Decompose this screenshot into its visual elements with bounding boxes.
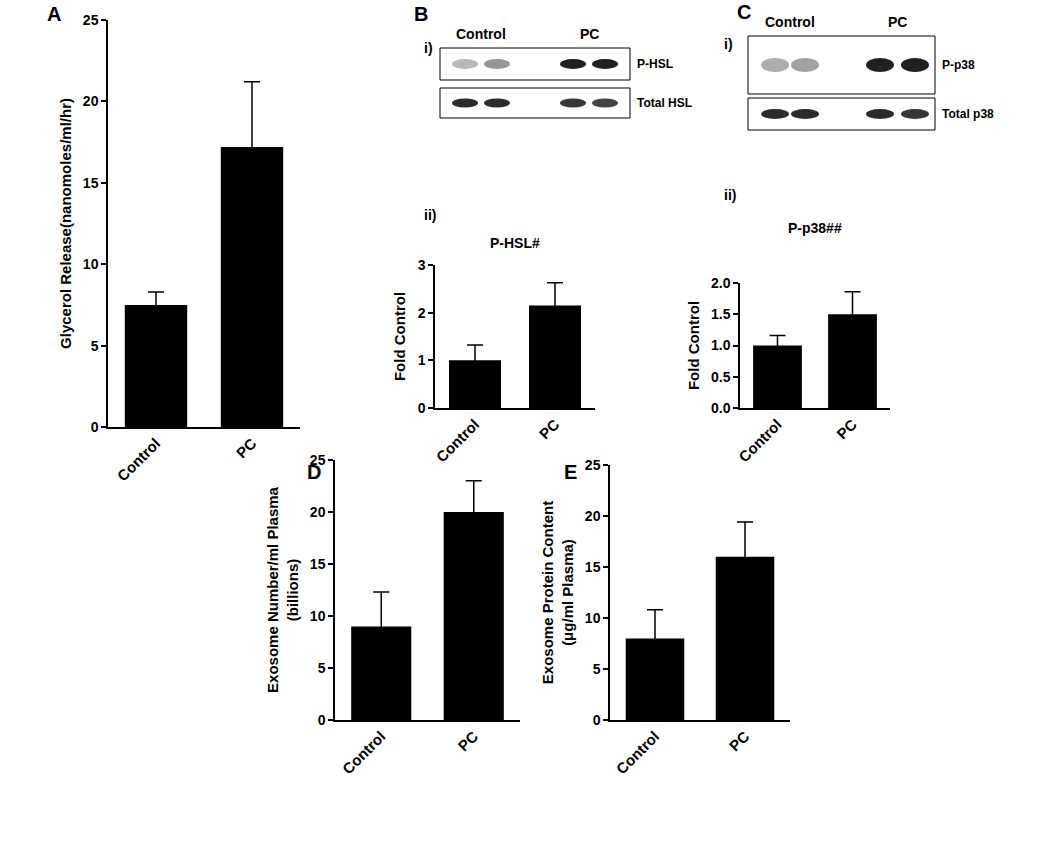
svg-text:3: 3 (418, 257, 426, 273)
svg-text:0.5: 0.5 (711, 369, 731, 385)
svg-text:25: 25 (83, 12, 99, 28)
svg-text:5: 5 (318, 660, 326, 676)
svg-text:1: 1 (418, 352, 426, 368)
svg-text:10: 10 (585, 610, 601, 626)
svg-text:D: D (307, 461, 321, 483)
svg-text:0: 0 (593, 712, 601, 728)
svg-text:Control: Control (114, 435, 164, 485)
svg-text:PC: PC (833, 416, 860, 443)
svg-text:10: 10 (310, 608, 326, 624)
svg-text:0.0: 0.0 (711, 400, 731, 416)
svg-text:5: 5 (91, 338, 99, 354)
svg-text:P-HSL: P-HSL (637, 57, 673, 71)
svg-text:2.0: 2.0 (711, 275, 731, 291)
svg-text:Exosome Number/ml Plasma(billi: Exosome Number/ml Plasma(billions) (264, 486, 301, 693)
svg-text:Control: Control (613, 728, 663, 778)
svg-text:25: 25 (310, 452, 326, 468)
svg-text:2: 2 (418, 305, 426, 321)
svg-text:0: 0 (418, 400, 426, 416)
svg-text:B: B (414, 3, 428, 25)
svg-text:25: 25 (585, 457, 601, 473)
svg-text:Control: Control (735, 416, 785, 466)
svg-text:10: 10 (83, 256, 99, 272)
svg-text:Control: Control (765, 14, 815, 30)
svg-text:20: 20 (585, 508, 601, 524)
svg-text:1.5: 1.5 (711, 306, 731, 322)
svg-text:20: 20 (310, 504, 326, 520)
svg-text:PC: PC (888, 14, 907, 30)
svg-text:20: 20 (83, 93, 99, 109)
svg-text:ii): ii) (424, 207, 436, 223)
svg-text:PC: PC (233, 435, 260, 462)
svg-text:E: E (564, 461, 577, 483)
svg-text:1.0: 1.0 (711, 337, 731, 353)
svg-text:15: 15 (83, 175, 99, 191)
svg-text:Total p38: Total p38 (942, 107, 994, 121)
svg-text:PC: PC (580, 26, 599, 42)
svg-text:15: 15 (585, 559, 601, 575)
svg-text:Control: Control (456, 26, 506, 42)
svg-text:i): i) (724, 36, 733, 52)
svg-text:PC: PC (536, 416, 563, 443)
svg-text:P-p38: P-p38 (942, 58, 975, 72)
svg-text:A: A (47, 3, 61, 25)
svg-text:0: 0 (91, 419, 99, 435)
svg-text:P-p38##: P-p38## (788, 220, 842, 236)
svg-text:Fold Control: Fold Control (391, 292, 408, 381)
svg-text:C: C (737, 1, 751, 23)
svg-text:Fold Control: Fold Control (685, 301, 702, 390)
svg-text:15: 15 (310, 556, 326, 572)
svg-text:PC: PC (726, 728, 753, 755)
svg-text:Exosome Protein Content(μg/ml: Exosome Protein Content(μg/ml Plasma) (539, 501, 576, 684)
svg-text:i): i) (424, 40, 433, 56)
svg-text:Control: Control (339, 728, 389, 778)
svg-text:Glycerol Release(nanomoles/ml/: Glycerol Release(nanomoles/ml/hr) (57, 98, 74, 349)
svg-text:5: 5 (593, 661, 601, 677)
svg-text:0: 0 (318, 712, 326, 728)
svg-text:Control: Control (433, 416, 483, 466)
svg-text:ii): ii) (724, 187, 736, 203)
svg-text:Total HSL: Total HSL (637, 96, 692, 110)
svg-text:P-HSL#: P-HSL# (490, 235, 540, 251)
svg-text:PC: PC (454, 728, 481, 755)
